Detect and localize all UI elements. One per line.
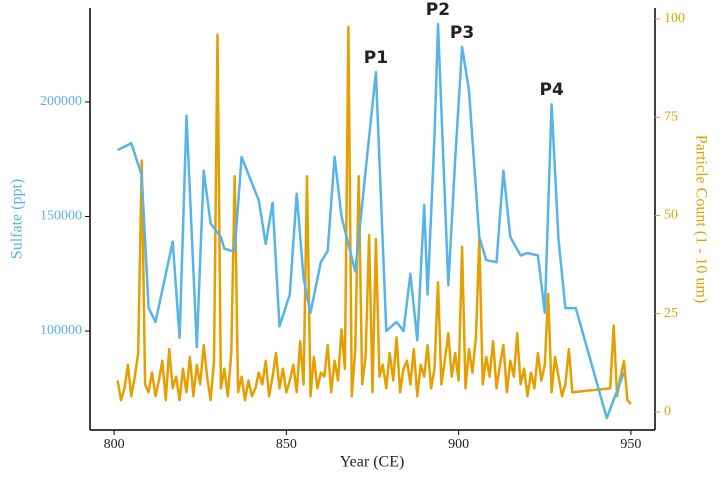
annotation: P4 [539,80,563,100]
annotation: P1 [364,48,388,68]
x-tick-label: 950 [620,437,641,452]
y-tick-label: 150000 [40,209,82,224]
y2-tick-label: 0 [664,404,671,419]
series-line [117,22,626,420]
y-tick-label: 100000 [40,323,82,338]
x-axis-title: Year (CE) [340,454,405,471]
x-tick-label: 800 [104,437,125,452]
y2-tick-label: 50 [664,208,678,223]
x-tick-label: 850 [276,437,297,452]
y-tick-label: 200000 [40,94,82,109]
annotation: P3 [450,23,474,43]
y2-tick-label: 75 [664,109,678,124]
annotation: P2 [426,0,450,20]
y2-tick-label: 100 [664,11,685,26]
y-axis-title: Sulfate (ppt) [9,179,26,259]
y2-tick-label: 25 [664,306,678,321]
x-tick-label: 900 [448,437,469,452]
y2-axis-title: Particle Count (1 - 10 um) [692,135,709,303]
